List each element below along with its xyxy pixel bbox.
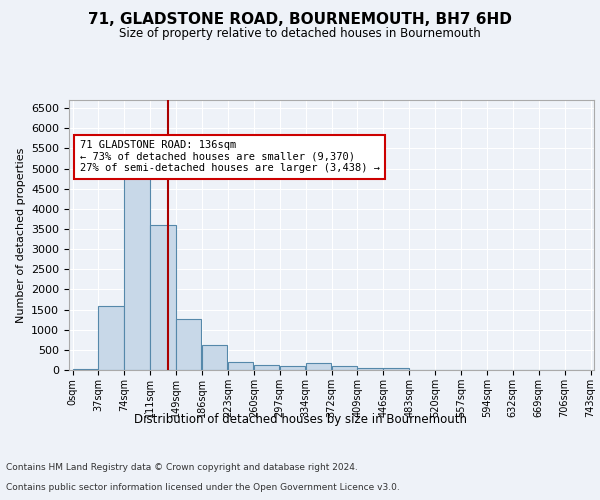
Text: 71, GLADSTONE ROAD, BOURNEMOUTH, BH7 6HD: 71, GLADSTONE ROAD, BOURNEMOUTH, BH7 6HD	[88, 12, 512, 28]
Y-axis label: Number of detached properties: Number of detached properties	[16, 148, 26, 322]
Bar	[280, 366, 305, 370]
Bar	[305, 363, 331, 370]
Text: Distribution of detached houses by size in Bournemouth: Distribution of detached houses by size …	[133, 412, 467, 426]
Bar	[124, 166, 149, 370]
Bar	[254, 365, 279, 370]
Bar	[176, 319, 202, 370]
Bar	[358, 368, 383, 370]
Text: Size of property relative to detached houses in Bournemouth: Size of property relative to detached ho…	[119, 28, 481, 40]
Bar	[228, 362, 253, 370]
Text: 71 GLADSTONE ROAD: 136sqm
← 73% of detached houses are smaller (9,370)
27% of se: 71 GLADSTONE ROAD: 136sqm ← 73% of detac…	[79, 140, 380, 173]
Text: Contains HM Land Registry data © Crown copyright and database right 2024.: Contains HM Land Registry data © Crown c…	[6, 464, 358, 472]
Bar	[73, 369, 98, 370]
Bar	[331, 366, 357, 370]
Text: Contains public sector information licensed under the Open Government Licence v3: Contains public sector information licen…	[6, 484, 400, 492]
Bar	[98, 306, 124, 370]
Bar	[150, 225, 176, 370]
Bar	[202, 345, 227, 370]
Bar	[383, 368, 409, 370]
